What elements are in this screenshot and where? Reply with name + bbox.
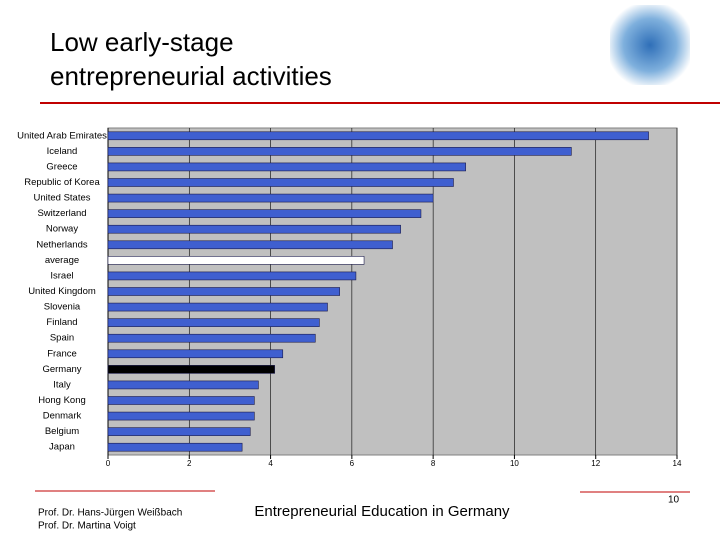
y-tick-label: Republic of Korea (24, 177, 100, 188)
x-tick-label: 4 (268, 459, 273, 468)
bar (107, 349, 284, 359)
y-tick-label: Finland (46, 317, 77, 328)
bar (107, 224, 401, 234)
x-tick-label: 0 (106, 459, 111, 468)
title-line: entrepreneurial activities (50, 61, 332, 91)
bar (107, 411, 255, 421)
y-tick-label: Denmark (43, 411, 82, 422)
y-tick-label: Israel (50, 270, 73, 281)
footer-center: Entrepreneurial Education in Germany (254, 503, 510, 520)
bar (107, 147, 572, 156)
bar (107, 333, 316, 343)
bar (107, 193, 434, 203)
footer-author: Prof. Dr. Martina Voigt (38, 521, 136, 532)
footer-author: Prof. Dr. Hans-Jürgen Weißbach (38, 508, 182, 519)
y-tick-label: Netherlands (36, 239, 87, 250)
y-tick-label: Spain (50, 333, 74, 344)
y-tick-label: France (47, 348, 77, 359)
bar (107, 256, 365, 265)
bar (107, 131, 649, 141)
y-tick-label: Switzerland (37, 208, 86, 219)
bar (107, 318, 320, 327)
bar (107, 365, 275, 374)
x-tick-label: 12 (591, 459, 600, 468)
bar (107, 396, 255, 405)
y-tick-label: United States (33, 193, 90, 204)
bar (107, 240, 393, 250)
bar (107, 209, 422, 218)
y-tick-label: Greece (46, 161, 77, 172)
y-tick-label: Japan (49, 442, 75, 453)
y-tick-label: Germany (42, 364, 81, 375)
bar (107, 287, 340, 296)
bar (107, 271, 357, 281)
bar (107, 302, 328, 312)
y-tick-label: Belgium (45, 426, 79, 437)
x-tick-label: 10 (510, 459, 519, 468)
y-tick-label: United Kingdom (28, 286, 96, 297)
x-tick-label: 6 (350, 459, 355, 468)
bar (107, 442, 243, 452)
logo-square (610, 5, 690, 85)
y-tick-label: average (45, 255, 79, 266)
y-tick-label: Hong Kong (38, 395, 86, 406)
y-tick-label: Iceland (47, 146, 78, 157)
bar (107, 427, 251, 436)
chart: 0 2 4 6 8 10 12 14 United Arab Emirates Iceland Gr… (17, 127, 682, 468)
page-number: 10 (668, 495, 680, 506)
bar (107, 162, 466, 172)
y-tick-label: Italy (53, 379, 71, 390)
y-tick-label: Norway (46, 224, 78, 235)
title-line: Low early-stage (50, 27, 234, 57)
bar (107, 178, 454, 187)
y-tick-label: United Arab Emirates (17, 130, 107, 141)
x-tick-label: 2 (187, 459, 192, 468)
x-tick-label: 14 (673, 459, 682, 468)
x-tick-label: 8 (431, 459, 436, 468)
bar (107, 380, 259, 390)
y-tick-label: Slovenia (44, 302, 81, 313)
